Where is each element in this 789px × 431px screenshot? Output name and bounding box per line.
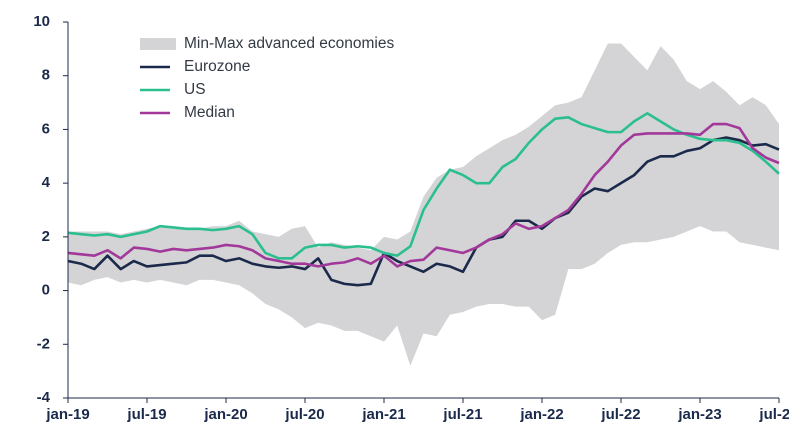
- x-tick-label: jan-22: [519, 406, 563, 423]
- y-tick-label: 10: [33, 13, 50, 30]
- y-tick-label: 8: [42, 67, 50, 84]
- x-tick-label: jul-21: [442, 406, 482, 423]
- y-tick-label: -4: [37, 389, 51, 406]
- x-tick-label: jan-23: [677, 406, 721, 423]
- legend-label: US: [184, 81, 206, 98]
- series-line: [67, 112, 780, 260]
- legend-label: Eurozone: [184, 58, 250, 75]
- y-tick-label: 2: [42, 228, 50, 245]
- x-tick-label: jul-22: [600, 406, 640, 423]
- x-tick-label: jan-19: [45, 406, 89, 423]
- x-tick-label: jul-23: [758, 406, 789, 423]
- legend-label: Min-Max advanced economies: [184, 35, 394, 52]
- y-tick-label: -2: [37, 335, 50, 352]
- y-tick-label: 0: [42, 282, 50, 299]
- y-tick-label: 6: [42, 120, 50, 137]
- min-max-band: [68, 43, 779, 366]
- x-tick-label: jan-20: [203, 406, 247, 423]
- x-tick-label: jul-19: [126, 406, 166, 423]
- series-line: [67, 122, 780, 268]
- legend-label: Median: [184, 104, 235, 121]
- legend-swatch: [140, 38, 176, 50]
- y-tick-label: 4: [42, 174, 51, 191]
- x-tick-label: jul-20: [284, 406, 324, 423]
- x-tick-label: jan-21: [361, 406, 405, 423]
- series-line: [67, 136, 780, 287]
